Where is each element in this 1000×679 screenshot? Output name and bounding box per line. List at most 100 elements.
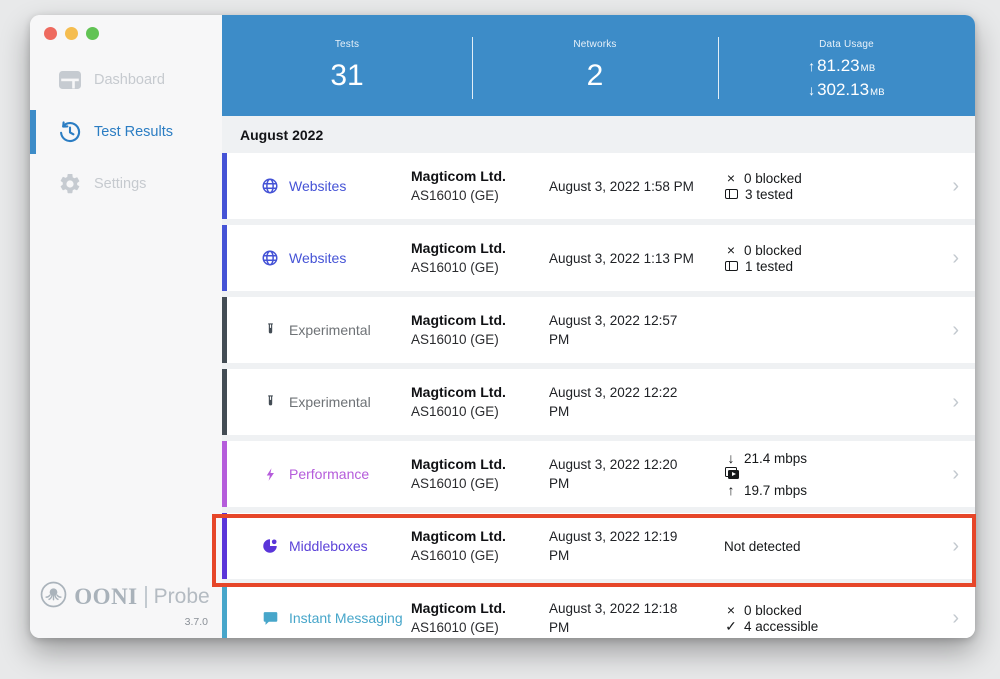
- test-date: August 3, 2022 1:58 PM: [549, 178, 694, 194]
- chevron-right-icon: ›: [952, 390, 959, 413]
- sidebar-item-dashboard[interactable]: Dashboard: [30, 54, 222, 106]
- stat-tests: Tests 31: [222, 15, 472, 116]
- close-button[interactable]: [44, 27, 57, 40]
- sidebar: Dashboard Test Results Settings: [30, 15, 222, 638]
- result-text: 0 blocked: [744, 170, 802, 186]
- result-text: 19.7 mbps: [744, 482, 808, 498]
- network-name: Magticom Ltd.: [411, 384, 506, 400]
- network-name: Magticom Ltd.: [411, 456, 506, 472]
- ooni-logo: OONI Probe: [38, 581, 212, 613]
- zoom-button[interactable]: [86, 27, 99, 40]
- stat-label: Data Usage: [819, 39, 874, 50]
- test-results-summary: × 0 blocked 1 tested: [724, 243, 944, 274]
- network-cell: Magticom Ltd. AS16010 (GE): [411, 599, 549, 637]
- chevron-right-icon: ›: [952, 174, 959, 197]
- data-usage-values: ↑ 81.23 MB ↓ 302.13 MB: [808, 55, 885, 103]
- stat-value: 31: [330, 59, 364, 92]
- test-name: Instant Messaging: [289, 610, 403, 626]
- test-date: August 3, 2022 12:19 PM: [549, 529, 678, 563]
- test-date: August 3, 2022 12:57 PM: [549, 313, 678, 347]
- network-cell: Magticom Ltd. AS16010 (GE): [411, 311, 549, 349]
- network-cell: Magticom Ltd. AS16010 (GE): [411, 527, 549, 565]
- result-text: Not detected: [724, 538, 801, 554]
- test-result-row[interactable]: Instant Messaging Magticom Ltd. AS16010 …: [222, 585, 975, 638]
- sidebar-item-label: Settings: [94, 176, 147, 192]
- test-tube-icon: [261, 393, 279, 411]
- sidebar-item-label: Dashboard: [94, 72, 165, 88]
- download-arrow-icon: ↓: [808, 82, 816, 98]
- result-text: 0 blocked: [744, 242, 802, 258]
- lightning-bolt-icon: [261, 465, 279, 483]
- sidebar-item-label: Test Results: [94, 124, 173, 140]
- app-version: 3.7.0: [184, 616, 208, 628]
- network-name: Magticom Ltd.: [411, 528, 506, 544]
- test-result-row[interactable]: Experimental Magticom Ltd. AS16010 (GE) …: [222, 369, 975, 435]
- test-name-cell: Experimental: [227, 393, 411, 411]
- test-name: Websites: [289, 178, 347, 194]
- minimize-button[interactable]: [65, 27, 78, 40]
- download-usage: ↓ 302.13 MB: [808, 79, 885, 103]
- test-name: Middleboxes: [289, 538, 368, 554]
- test-name-cell: Experimental: [227, 321, 411, 339]
- test-name-cell: Websites: [227, 177, 411, 195]
- network-cell: Magticom Ltd. AS16010 (GE): [411, 239, 549, 277]
- traffic-lights: [44, 27, 99, 40]
- check-icon: ✓: [725, 618, 737, 634]
- test-result-row[interactable]: Experimental Magticom Ltd. AS16010 (GE) …: [222, 297, 975, 363]
- test-results-summary: ↓ 21.4 mbps ↑ 19.7 mbps: [724, 451, 944, 498]
- result-text: 21.4 mbps: [744, 450, 808, 466]
- browser-window-icon: [725, 189, 738, 199]
- sidebar-nav: Dashboard Test Results Settings: [30, 54, 222, 210]
- chevron-right-icon: ›: [952, 462, 959, 485]
- network-cell: Magticom Ltd. AS16010 (GE): [411, 455, 549, 493]
- network-asn: AS16010 (GE): [411, 332, 499, 347]
- upload-usage: ↑ 81.23 MB: [808, 55, 875, 79]
- stat-data-usage: Data Usage ↑ 81.23 MB ↓ 302.13 MB: [718, 15, 975, 116]
- sidebar-item-settings[interactable]: Settings: [30, 158, 222, 210]
- chat-bubble-icon: [261, 609, 279, 627]
- video-player-icon: [725, 467, 739, 479]
- test-result-row[interactable]: Websites Magticom Ltd. AS16010 (GE) Augu…: [222, 153, 975, 219]
- test-date: August 3, 2022 12:20 PM: [549, 457, 678, 491]
- upload-arrow-icon: ↑: [727, 482, 735, 498]
- network-name: Magticom Ltd.: [411, 168, 506, 184]
- stat-value: 2: [586, 59, 604, 92]
- stat-networks: Networks 2: [472, 15, 718, 116]
- network-cell: Magticom Ltd. AS16010 (GE): [411, 383, 549, 421]
- header-divider: [472, 37, 473, 99]
- month-section-header: August 2022: [222, 116, 975, 153]
- browser-window-icon: [725, 261, 738, 271]
- brand-divider: [144, 586, 147, 608]
- chevron-right-icon: ›: [952, 534, 959, 557]
- download-arrow-icon: ↓: [727, 450, 735, 466]
- dashboard-icon: [58, 68, 82, 92]
- brand-product: Probe: [153, 585, 210, 608]
- test-result-row[interactable]: Performance Magticom Ltd. AS16010 (GE) A…: [222, 441, 975, 507]
- network-name: Magticom Ltd.: [411, 600, 506, 616]
- network-asn: AS16010 (GE): [411, 620, 499, 635]
- download-value: 302.13: [817, 80, 870, 99]
- summary-header: Tests 31 Networks 2 Data Usage ↑ 81.23 M…: [222, 15, 975, 116]
- upload-arrow-icon: ↑: [808, 58, 816, 74]
- active-indicator: [30, 110, 36, 154]
- test-result-row[interactable]: Middleboxes Magticom Ltd. AS16010 (GE) A…: [222, 513, 975, 579]
- download-unit: MB: [870, 87, 885, 98]
- test-results-summary: × 0 blocked ✓ 4 accessible: [724, 603, 944, 634]
- network-asn: AS16010 (GE): [411, 404, 499, 419]
- main-content: Tests 31 Networks 2 Data Usage ↑ 81.23 M…: [222, 15, 975, 638]
- test-name: Experimental: [289, 394, 371, 410]
- network-cell: Magticom Ltd. AS16010 (GE): [411, 167, 549, 205]
- test-tube-icon: [261, 321, 279, 339]
- test-name-cell: Instant Messaging: [227, 609, 411, 627]
- test-result-row[interactable]: Websites Magticom Ltd. AS16010 (GE) Augu…: [222, 225, 975, 291]
- upload-value: 81.23: [817, 56, 860, 75]
- globe-icon: [261, 177, 279, 195]
- network-name: Magticom Ltd.: [411, 312, 506, 328]
- chevron-right-icon: ›: [952, 318, 959, 341]
- test-results-summary: × 0 blocked 3 tested: [724, 171, 944, 202]
- test-date: August 3, 2022 1:13 PM: [549, 250, 694, 266]
- sidebar-item-test-results[interactable]: Test Results: [30, 106, 222, 158]
- result-text: 1 tested: [745, 258, 794, 274]
- gear-icon: [58, 172, 82, 196]
- stat-label: Tests: [334, 39, 360, 50]
